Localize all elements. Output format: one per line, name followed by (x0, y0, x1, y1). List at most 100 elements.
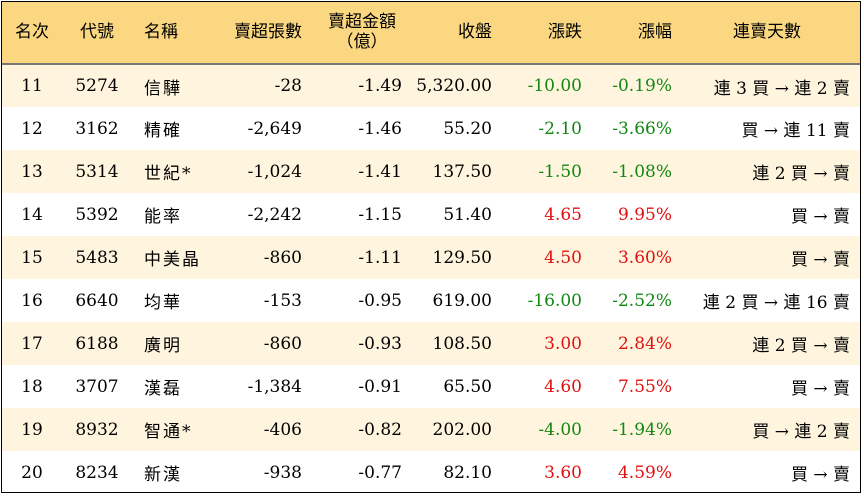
net-sell-lots-cell: -406 (263, 419, 302, 440)
code-cell: 3707 (75, 376, 119, 397)
net-sell-amount-cell: -1.11 (358, 247, 402, 268)
pct-change-cell: -0.19% (612, 76, 672, 96)
table-row: 13 5314 世紀* -1,024 -1.41 137.50 -1.50 -1.08% 連 2… (2, 150, 860, 193)
code-cell: 5483 (75, 247, 119, 268)
net-sell-amount-cell: -0.95 (358, 290, 402, 311)
net-sell-amount-cell: -1.46 (358, 118, 402, 139)
stock-name-cell: 中美晶 (144, 250, 201, 270)
rank-cell: 14 (21, 204, 43, 225)
stock-name-cell: 信驊 (144, 78, 182, 99)
net-sell-lots-cell: -938 (263, 462, 302, 483)
table-row: 14 5392 能率 -2,242 -1.15 51.40 4.65 9.95% 買 → 賣 (2, 193, 860, 236)
header-net-sell-amount-line2: （億） (336, 31, 388, 52)
code-cell: 5392 (75, 204, 119, 225)
code-cell: 5314 (75, 161, 119, 182)
price-change-cell: 4.50 (544, 247, 582, 268)
header-rank: 名次 (2, 2, 62, 65)
streak-cell: 買 → 賣 (790, 207, 850, 227)
table-row: 16 6640 均華 -153 -0.95 619.00 -16.00 -2.52% 連 2 買… (2, 279, 860, 322)
table-row: 18 3707 漢磊 -1,384 -0.91 65.50 4.60 7.55% 買 → 賣 (2, 365, 860, 408)
close-price-cell: 137.50 (432, 161, 492, 182)
net-sell-amount-cell: -0.77 (358, 462, 402, 483)
close-price-cell: 82.10 (443, 462, 492, 483)
net-sell-lots-cell: -860 (263, 333, 302, 354)
streak-cell: 買 → 連 11 賣 (741, 121, 851, 141)
rank-cell: 13 (21, 161, 43, 182)
table-row: 17 6188 廣明 -860 -0.93 108.50 3.00 2.84% 連 2 買 → … (2, 322, 860, 365)
header-close: 收盤 (402, 2, 492, 65)
stock-name-cell: 世紀* (144, 164, 193, 184)
pct-change-cell: -1.08% (612, 161, 672, 182)
price-change-cell: 4.60 (544, 376, 582, 397)
code-cell: 6640 (75, 290, 119, 311)
price-change-cell: -10.00 (527, 76, 582, 96)
net-sell-amount-cell: -0.82 (358, 419, 402, 440)
rank-cell: 20 (21, 462, 43, 483)
header-net-sell-amount: 賣超金額 （億） (302, 2, 402, 65)
rank-cell: 17 (21, 333, 43, 354)
rank-cell: 19 (21, 419, 43, 440)
table-row: 12 3162 精確 -2,649 -1.46 55.20 -2.10 -3.66% 買 → 連… (2, 107, 860, 150)
close-price-cell: 619.00 (432, 290, 492, 311)
streak-cell: 連 2 買 → 賣 (752, 336, 850, 356)
table-row: 19 8932 智通* -406 -0.82 202.00 -4.00 -1.94% 買 → 連… (2, 408, 860, 451)
net-sell-lots-cell: -2,649 (247, 118, 302, 139)
price-change-cell: -4.00 (538, 419, 582, 440)
table-row: 15 5483 中美晶 -860 -1.11 129.50 4.50 3.60% 買 → 賣 (2, 236, 860, 279)
close-price-cell: 5,320.00 (416, 76, 492, 96)
net-sell-amount-cell: -0.91 (358, 376, 402, 397)
streak-cell: 買 → 賣 (790, 465, 850, 485)
price-change-cell: -1.50 (538, 161, 582, 182)
pct-change-cell: -1.94% (612, 419, 672, 440)
code-cell: 8234 (75, 462, 119, 483)
price-change-cell: 3.60 (544, 462, 582, 483)
streak-cell: 買 → 賣 (790, 250, 850, 270)
stock-name-cell: 漢磊 (144, 379, 182, 399)
pct-change-cell: -2.52% (612, 290, 672, 311)
table-header-row: 名次 代號 名稱 賣超張數 賣超金額 （億） 收盤 漲跌 漲幅 連賣天數 (2, 2, 860, 65)
header-change: 漲跌 (492, 2, 582, 65)
stock-name-cell: 新漢 (144, 465, 182, 485)
close-price-cell: 55.20 (443, 118, 492, 139)
header-code: 代號 (62, 2, 132, 65)
net-sell-lots-cell: -860 (263, 247, 302, 268)
rank-cell: 11 (21, 76, 43, 96)
pct-change-cell: -3.66% (612, 118, 672, 139)
stock-name-cell: 智通* (144, 422, 193, 442)
code-cell: 5274 (75, 76, 119, 96)
net-sell-lots-cell: -2,242 (247, 204, 302, 225)
stock-name-cell: 能率 (144, 207, 182, 227)
stock-name-cell: 精確 (144, 121, 182, 141)
header-net-sell-lots: 賣超張數 (212, 2, 302, 65)
streak-cell: 買 → 連 2 賣 (752, 422, 850, 442)
streak-cell: 連 2 買 → 連 16 賣 (702, 293, 850, 313)
header-net-sell-amount-line1: 賣超金額 (328, 11, 396, 32)
pct-change-cell: 3.60% (617, 247, 672, 268)
code-cell: 6188 (75, 333, 119, 354)
rank-cell: 12 (21, 118, 43, 139)
close-price-cell: 202.00 (432, 419, 492, 440)
rank-cell: 15 (21, 247, 43, 268)
code-cell: 8932 (75, 419, 119, 440)
close-price-cell: 108.50 (432, 333, 492, 354)
net-sell-lots-cell: -28 (274, 76, 302, 96)
close-price-cell: 129.50 (432, 247, 492, 268)
table-body: 11 5274 信驊 -28 -1.49 5,320.00 -10.00 -0.19% 連 3 … (2, 64, 860, 492)
close-price-cell: 65.50 (443, 376, 492, 397)
net-sell-amount-cell: -1.15 (358, 204, 402, 225)
pct-change-cell: 2.84% (617, 333, 672, 354)
code-cell: 3162 (75, 118, 119, 139)
stock-name-cell: 均華 (144, 293, 182, 313)
close-price-cell: 51.40 (443, 204, 492, 225)
streak-cell: 買 → 賣 (790, 379, 850, 399)
pct-change-cell: 9.95% (617, 204, 672, 225)
price-change-cell: 3.00 (544, 333, 582, 354)
streak-cell: 連 2 買 → 賣 (752, 164, 850, 184)
net-sell-lots-cell: -1,024 (247, 161, 302, 182)
net-sell-lots-cell: -1,384 (247, 376, 302, 397)
price-change-cell: -16.00 (527, 290, 582, 311)
rank-cell: 16 (21, 290, 43, 311)
price-change-cell: 4.65 (544, 204, 582, 225)
